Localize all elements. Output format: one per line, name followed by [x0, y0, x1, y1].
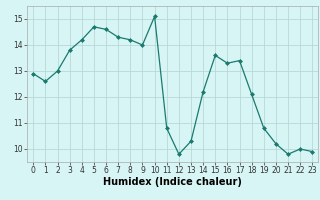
- X-axis label: Humidex (Indice chaleur): Humidex (Indice chaleur): [103, 177, 242, 187]
